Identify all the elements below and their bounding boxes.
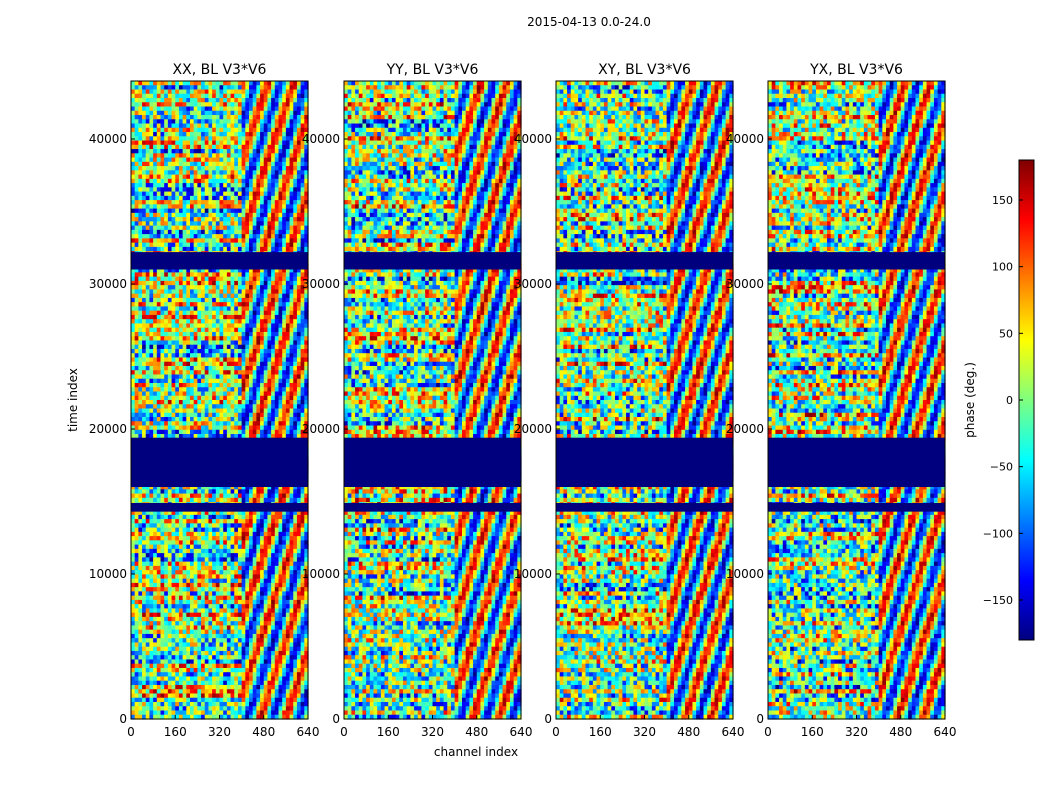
x-tick-label: 160 [164,725,187,739]
x-tick-label: 0 [552,725,560,739]
y-axis-label: time index [66,368,80,432]
x-tick-label: 640 [510,725,533,739]
y-tick-label: 20000 [89,422,127,436]
y-tick-label: 30000 [89,277,127,291]
colorbar-tick-label: 150 [992,194,1013,207]
y-tick-label: 30000 [514,277,552,291]
heatmap-cells [556,81,734,720]
flagged-band [768,503,945,512]
panels: XX, BL V3*V6 0 160 320 480 640 0 10000 20000 3000… [89,62,957,739]
x-tick-label: 320 [845,725,868,739]
heatmap-panel-1: YY, BL V3*V6 0 160 320 480 640 0 10000 20000 3000… [302,62,533,739]
x-tick-label: 640 [297,725,320,739]
x-tick-label: 320 [421,725,444,739]
y-tick-label: 30000 [302,277,340,291]
y-tick-label: 10000 [302,567,340,581]
heatmap-panel-3: YX, BL V3*V6 0 160 320 480 640 0 10000 20000 3000… [726,62,957,739]
panel-title: XY, BL V3*V6 [598,62,691,78]
colorbar: 150 100 50 0 −50 −100 −150 phase (deg.) [963,160,1034,640]
x-tick-label: 320 [208,725,231,739]
flagged-band [556,438,733,487]
heatmap-cells [131,81,309,720]
colorbar-label: phase (deg.) [963,362,977,438]
x-tick-label: 0 [764,725,772,739]
heatmap-cells [768,81,946,720]
x-tick-label: 320 [633,725,656,739]
flagged-band [768,438,945,487]
flagged-band [131,438,308,487]
y-tick-label: 40000 [726,132,764,146]
y-tick-label: 40000 [514,132,552,146]
y-tick-label: 0 [119,712,127,726]
x-tick-label: 160 [377,725,400,739]
flagged-band [131,252,308,269]
panel-title: YX, BL V3*V6 [809,62,903,78]
x-axis-label: channel index [434,745,518,759]
y-tick-label: 40000 [302,132,340,146]
x-tick-label: 0 [340,725,348,739]
y-tick-label: 20000 [726,422,764,436]
y-tick-label: 10000 [514,567,552,581]
y-tick-label: 10000 [89,567,127,581]
colorbar-tick-label: −100 [983,527,1013,540]
flagged-band [131,503,308,512]
colorbar-tick-label: 0 [1006,394,1013,407]
x-tick-label: 480 [252,725,275,739]
flagged-band [344,503,521,512]
colorbar-tick-label: 100 [992,261,1013,274]
flagged-band [768,252,945,269]
flagged-band [556,503,733,512]
y-tick-label: 0 [756,712,764,726]
heatmap-panel-2: XY, BL V3*V6 0 160 320 480 640 0 10000 20000 3000… [514,62,745,739]
y-tick-label: 10000 [726,567,764,581]
flagged-band [556,252,733,269]
y-tick-label: 30000 [726,277,764,291]
y-tick-label: 0 [544,712,552,726]
colorbar-tick-label: 50 [999,327,1013,340]
y-tick-label: 0 [332,712,340,726]
x-tick-label: 640 [722,725,745,739]
flagged-band [344,438,521,487]
x-tick-label: 480 [889,725,912,739]
x-tick-label: 160 [801,725,824,739]
x-tick-label: 480 [465,725,488,739]
x-tick-label: 0 [127,725,135,739]
heatmap-panel-0: XX, BL V3*V6 0 160 320 480 640 0 10000 20000 3000… [89,62,320,739]
x-tick-label: 160 [589,725,612,739]
y-tick-label: 40000 [89,132,127,146]
flagged-band [344,252,521,269]
colorbar-tick-label: −50 [990,461,1013,474]
colorbar-tick-label: −150 [983,594,1013,607]
panel-title: YY, BL V3*V6 [386,62,479,78]
x-tick-label: 640 [934,725,957,739]
colorbar-ticks: 150 100 50 0 −50 −100 −150 [983,194,1023,607]
panel-title: XX, BL V3*V6 [173,62,267,78]
y-tick-label: 20000 [514,422,552,436]
x-tick-label: 480 [677,725,700,739]
heatmap-cells [344,81,522,720]
figure-suptitle: 2015-04-13 0.0-24.0 [527,15,651,29]
y-tick-label: 20000 [302,422,340,436]
